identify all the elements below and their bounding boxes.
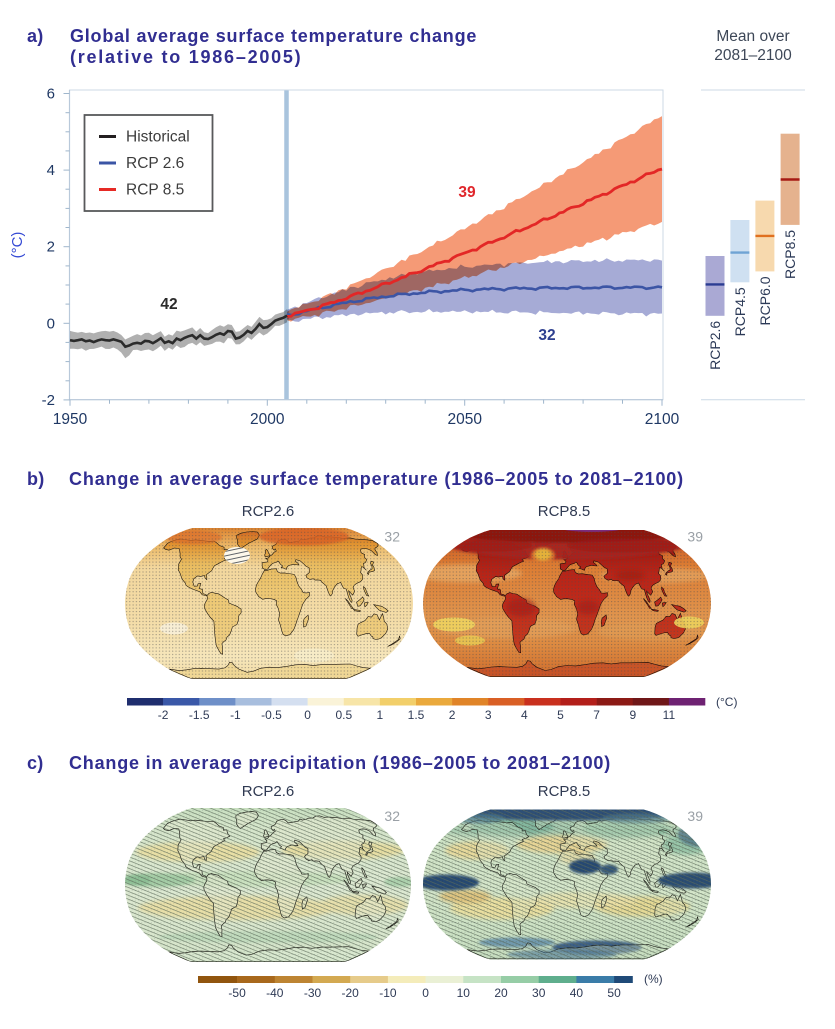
svg-text:Mean over: Mean over (716, 28, 789, 45)
svg-text:RCP2.6: RCP2.6 (242, 783, 295, 800)
svg-text:-2: -2 (158, 708, 169, 722)
svg-text:5: 5 (557, 708, 564, 722)
svg-text:7: 7 (593, 708, 600, 722)
svg-text:32: 32 (384, 529, 400, 545)
svg-text:RCP 2.6: RCP 2.6 (126, 155, 184, 172)
svg-text:2050: 2050 (447, 411, 482, 428)
svg-text:4: 4 (47, 162, 55, 179)
svg-text:-30: -30 (304, 986, 322, 1000)
svg-text:0.5: 0.5 (335, 708, 352, 722)
svg-text:RCP8.5: RCP8.5 (538, 503, 591, 520)
svg-text:6: 6 (47, 86, 55, 103)
svg-text:0: 0 (304, 708, 311, 722)
svg-text:(°C): (°C) (9, 232, 26, 259)
svg-text:1.5: 1.5 (408, 708, 425, 722)
svg-text:30: 30 (532, 986, 546, 1000)
svg-text:-10: -10 (379, 986, 397, 1000)
svg-text:-40: -40 (266, 986, 284, 1000)
svg-text:40: 40 (570, 986, 584, 1000)
svg-text:4: 4 (521, 708, 528, 722)
svg-text:20: 20 (494, 986, 508, 1000)
svg-text:RCP8.5: RCP8.5 (782, 230, 798, 279)
svg-text:Change in average surface temp: Change in average surface temperature (1… (69, 469, 684, 489)
svg-text:1950: 1950 (53, 411, 88, 428)
svg-text:Change in average precipitatio: Change in average precipitation (1986–20… (69, 753, 611, 773)
svg-text:-0.5: -0.5 (261, 708, 282, 722)
svg-text:Historical: Historical (126, 129, 190, 146)
svg-text:c): c) (27, 753, 43, 773)
svg-text:(%): (%) (644, 972, 663, 986)
svg-text:42: 42 (160, 296, 177, 313)
svg-text:Global average surface tempera: Global average surface temperature chang… (70, 26, 477, 46)
svg-text:32: 32 (538, 327, 555, 344)
svg-text:RCP2.6: RCP2.6 (707, 321, 723, 370)
svg-text:10: 10 (457, 986, 471, 1000)
svg-text:2100: 2100 (645, 411, 680, 428)
svg-text:9: 9 (629, 708, 636, 722)
svg-text:2081–2100: 2081–2100 (714, 47, 792, 64)
svg-text:32: 32 (384, 808, 400, 824)
svg-text:(°C): (°C) (716, 695, 737, 709)
svg-text:-1: -1 (230, 708, 241, 722)
svg-text:39: 39 (458, 184, 476, 201)
svg-text:11: 11 (663, 708, 676, 722)
svg-text:-50: -50 (228, 986, 246, 1000)
svg-text:39: 39 (687, 808, 703, 824)
svg-text:2000: 2000 (250, 411, 285, 428)
svg-text:1: 1 (377, 708, 384, 722)
svg-text:RCP2.6: RCP2.6 (242, 503, 295, 520)
svg-text:RCP 8.5: RCP 8.5 (126, 182, 184, 199)
svg-text:RCP4.5: RCP4.5 (732, 287, 748, 336)
svg-text:0: 0 (47, 315, 55, 332)
svg-text:0: 0 (422, 986, 429, 1000)
svg-text:RCP6.0: RCP6.0 (757, 276, 773, 325)
svg-text:(relative to 1986–2005): (relative to 1986–2005) (70, 47, 302, 67)
svg-text:-20: -20 (342, 986, 360, 1000)
svg-text:2: 2 (47, 239, 55, 256)
svg-text:a): a) (27, 26, 43, 46)
svg-text:RCP8.5: RCP8.5 (538, 783, 591, 800)
svg-text:3: 3 (485, 708, 492, 722)
svg-text:50: 50 (607, 986, 621, 1000)
svg-text:2: 2 (449, 708, 456, 722)
svg-text:b): b) (27, 469, 44, 489)
svg-text:-1.5: -1.5 (189, 708, 210, 722)
svg-text:39: 39 (687, 529, 703, 545)
svg-text:-2: -2 (42, 392, 55, 409)
